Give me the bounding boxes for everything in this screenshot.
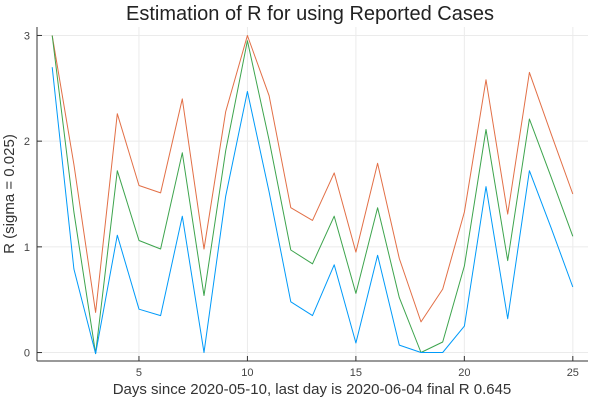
x-tick-label: 5 <box>136 367 142 379</box>
x-ticks: 5 10 15 20 25 <box>136 356 579 379</box>
y-ticks: 0 1 2 3 <box>24 30 42 360</box>
y-tick-label: 0 <box>24 348 30 360</box>
series-line-3 <box>51 67 574 355</box>
axes <box>36 27 588 362</box>
y-tick-label: 1 <box>24 242 30 254</box>
y-tick-label: 2 <box>24 136 30 148</box>
x-tick-label: 20 <box>458 367 470 379</box>
series-line-2 <box>51 35 574 355</box>
chart-title: Estimation of R for using Reported Cases <box>126 3 494 25</box>
series-layer <box>51 35 574 355</box>
grid <box>37 27 588 361</box>
y-tick-label: 3 <box>24 30 30 42</box>
x-tick-label: 15 <box>350 367 362 379</box>
x-tick-label: 10 <box>241 367 253 379</box>
x-tick-label: 25 <box>567 367 579 379</box>
series-line-1 <box>51 35 574 323</box>
x-axis-label: Days since 2020-05-10, last day is 2020-… <box>113 381 512 398</box>
y-axis-label: R (sigma = 0.025) <box>1 134 18 254</box>
